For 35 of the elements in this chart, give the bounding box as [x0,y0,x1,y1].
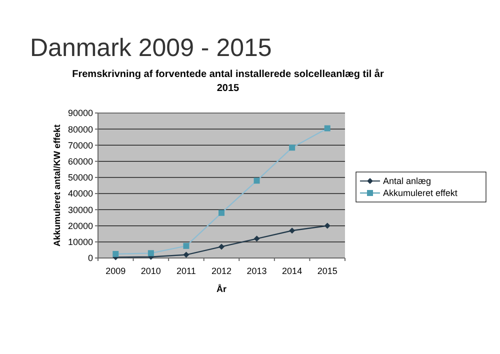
x-tick-label: 2011 [176,266,196,276]
point [254,178,260,184]
point [324,222,330,229]
x-tick-label: 2010 [140,266,161,276]
x-axis-title: År [216,284,227,294]
x-tick-label: 2009 [106,266,126,276]
x-tick-label: 2012 [211,266,232,276]
y-axis-title: Akkumuleret antal/KW effekt [52,124,62,247]
chart-subtitle: Fremskrivning af forventede antal installerede solcelleanlæg til år 2015 [72,68,384,94]
y-tick-label: 0 [88,253,93,264]
x-tick-label: 2013 [246,266,267,276]
point [183,252,190,258]
point [254,236,260,242]
y-tick-label: 90000 [68,108,93,118]
x-tick-label: 2015 [317,266,338,276]
point [218,244,224,250]
point [112,250,119,257]
point [289,228,296,234]
y-tick-label: 20000 [68,220,93,231]
y-tick-label: 10000 [68,237,93,248]
point [289,144,296,151]
y-tick-label: 30000 [68,204,93,215]
legend-label: Antal anlæg [383,176,432,186]
point [218,210,224,216]
y-tick-label: 80000 [68,124,93,134]
y-tick-label: 60000 [68,156,93,166]
y-tick-label: 40000 [68,188,93,199]
chart-title: Danmark 2009 - 2015 [30,34,272,62]
x-tick-label: 2014 [282,266,302,276]
point [324,125,330,132]
y-tick-label: 70000 [68,140,93,150]
legend-label: Akkumuleret effekt [383,188,458,198]
y-tick-label: 50000 [68,172,93,183]
point [183,242,190,249]
point [148,250,154,256]
